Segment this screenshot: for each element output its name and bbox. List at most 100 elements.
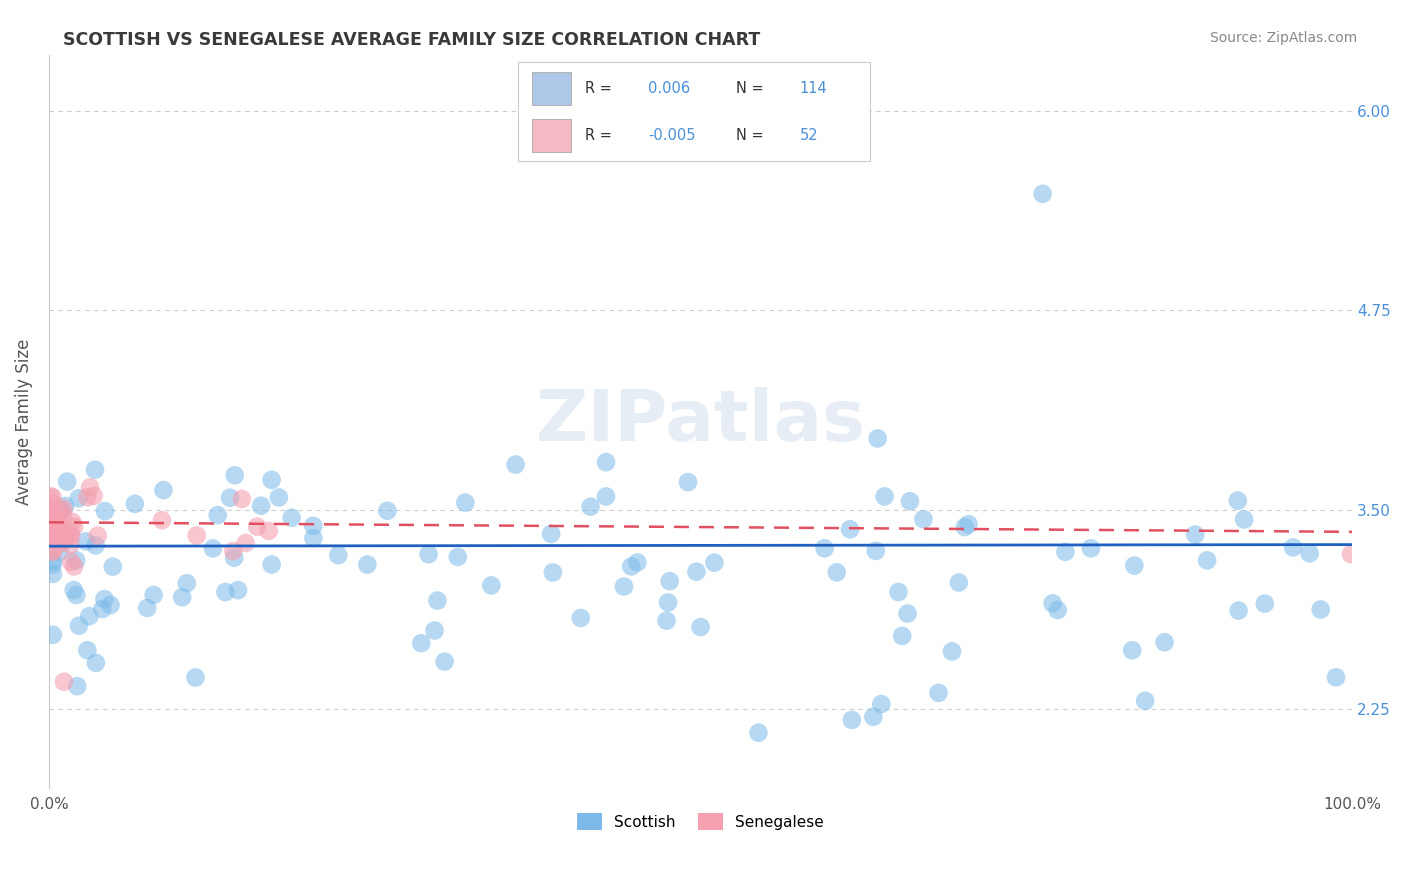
Point <box>1227 604 1250 618</box>
Point <box>928 686 950 700</box>
Point <box>898 494 921 508</box>
Point <box>94 504 117 518</box>
Point <box>52 501 75 516</box>
Point <box>172 591 194 605</box>
Point <box>280 510 302 524</box>
Point <box>59 538 82 552</box>
Point <box>42 554 65 568</box>
Point <box>941 644 963 658</box>
Point <box>42 527 65 541</box>
Point <box>42 519 65 533</box>
Point <box>42 544 65 558</box>
Point <box>222 544 245 558</box>
Point <box>246 519 269 533</box>
Point <box>52 533 75 548</box>
Point <box>267 491 290 505</box>
Point <box>912 512 935 526</box>
Point <box>42 497 65 511</box>
Point <box>41 544 63 558</box>
Point <box>1197 553 1219 567</box>
Point <box>60 529 83 543</box>
Point <box>83 489 105 503</box>
Point <box>44 509 66 524</box>
Point <box>540 526 562 541</box>
Point <box>356 558 378 572</box>
Point <box>418 547 440 561</box>
Point <box>224 468 246 483</box>
Point <box>67 618 90 632</box>
Point <box>91 602 114 616</box>
Point <box>67 491 90 506</box>
Point <box>426 593 449 607</box>
Point <box>136 601 159 615</box>
Point <box>84 463 107 477</box>
Point <box>45 526 67 541</box>
Point <box>41 491 63 505</box>
Point <box>891 629 914 643</box>
Point <box>48 523 70 537</box>
Point <box>76 491 98 505</box>
Point <box>42 566 65 581</box>
Point <box>1233 512 1256 526</box>
Point <box>953 520 976 534</box>
Point <box>260 473 283 487</box>
Point <box>224 550 246 565</box>
Point <box>65 588 87 602</box>
Point <box>124 497 146 511</box>
Point <box>865 544 887 558</box>
Point <box>39 503 62 517</box>
Point <box>1298 546 1320 560</box>
Text: Source: ZipAtlas.com: Source: ZipAtlas.com <box>1209 31 1357 45</box>
Point <box>53 528 76 542</box>
Point <box>1309 602 1331 616</box>
Text: ZIPatlas: ZIPatlas <box>536 387 866 457</box>
Point <box>260 558 283 572</box>
Point <box>75 534 97 549</box>
Point <box>1054 545 1077 559</box>
Point <box>454 495 477 509</box>
Point <box>66 679 89 693</box>
Point <box>44 540 66 554</box>
Point <box>657 595 679 609</box>
Point <box>423 624 446 638</box>
Point <box>76 643 98 657</box>
Point <box>42 558 65 572</box>
Point <box>620 559 643 574</box>
Point <box>65 553 87 567</box>
Point <box>87 528 110 542</box>
Point <box>1254 597 1277 611</box>
Point <box>676 475 699 490</box>
Point <box>53 499 76 513</box>
Point <box>1226 493 1249 508</box>
Point <box>505 458 527 472</box>
Point <box>219 491 242 505</box>
Point <box>150 513 173 527</box>
Point <box>948 575 970 590</box>
Point <box>841 713 863 727</box>
Text: SCOTTISH VS SENEGALESE AVERAGE FAMILY SIZE CORRELATION CHART: SCOTTISH VS SENEGALESE AVERAGE FAMILY SI… <box>63 31 761 49</box>
Point <box>479 578 502 592</box>
Point <box>1080 541 1102 556</box>
Point <box>201 541 224 556</box>
Point <box>377 504 399 518</box>
Point <box>39 533 62 548</box>
Point <box>957 517 980 532</box>
Point <box>42 525 65 540</box>
Point <box>60 555 83 569</box>
Point <box>1123 558 1146 573</box>
Point <box>866 432 889 446</box>
Point <box>302 518 325 533</box>
Point <box>39 502 62 516</box>
Point <box>60 515 83 529</box>
Point <box>1121 643 1143 657</box>
Point <box>44 522 66 536</box>
Point <box>49 503 72 517</box>
Point <box>250 499 273 513</box>
Point <box>93 592 115 607</box>
Point <box>62 583 84 598</box>
Point <box>176 576 198 591</box>
Point <box>257 524 280 538</box>
Point <box>142 588 165 602</box>
Point <box>63 559 86 574</box>
Point <box>100 598 122 612</box>
